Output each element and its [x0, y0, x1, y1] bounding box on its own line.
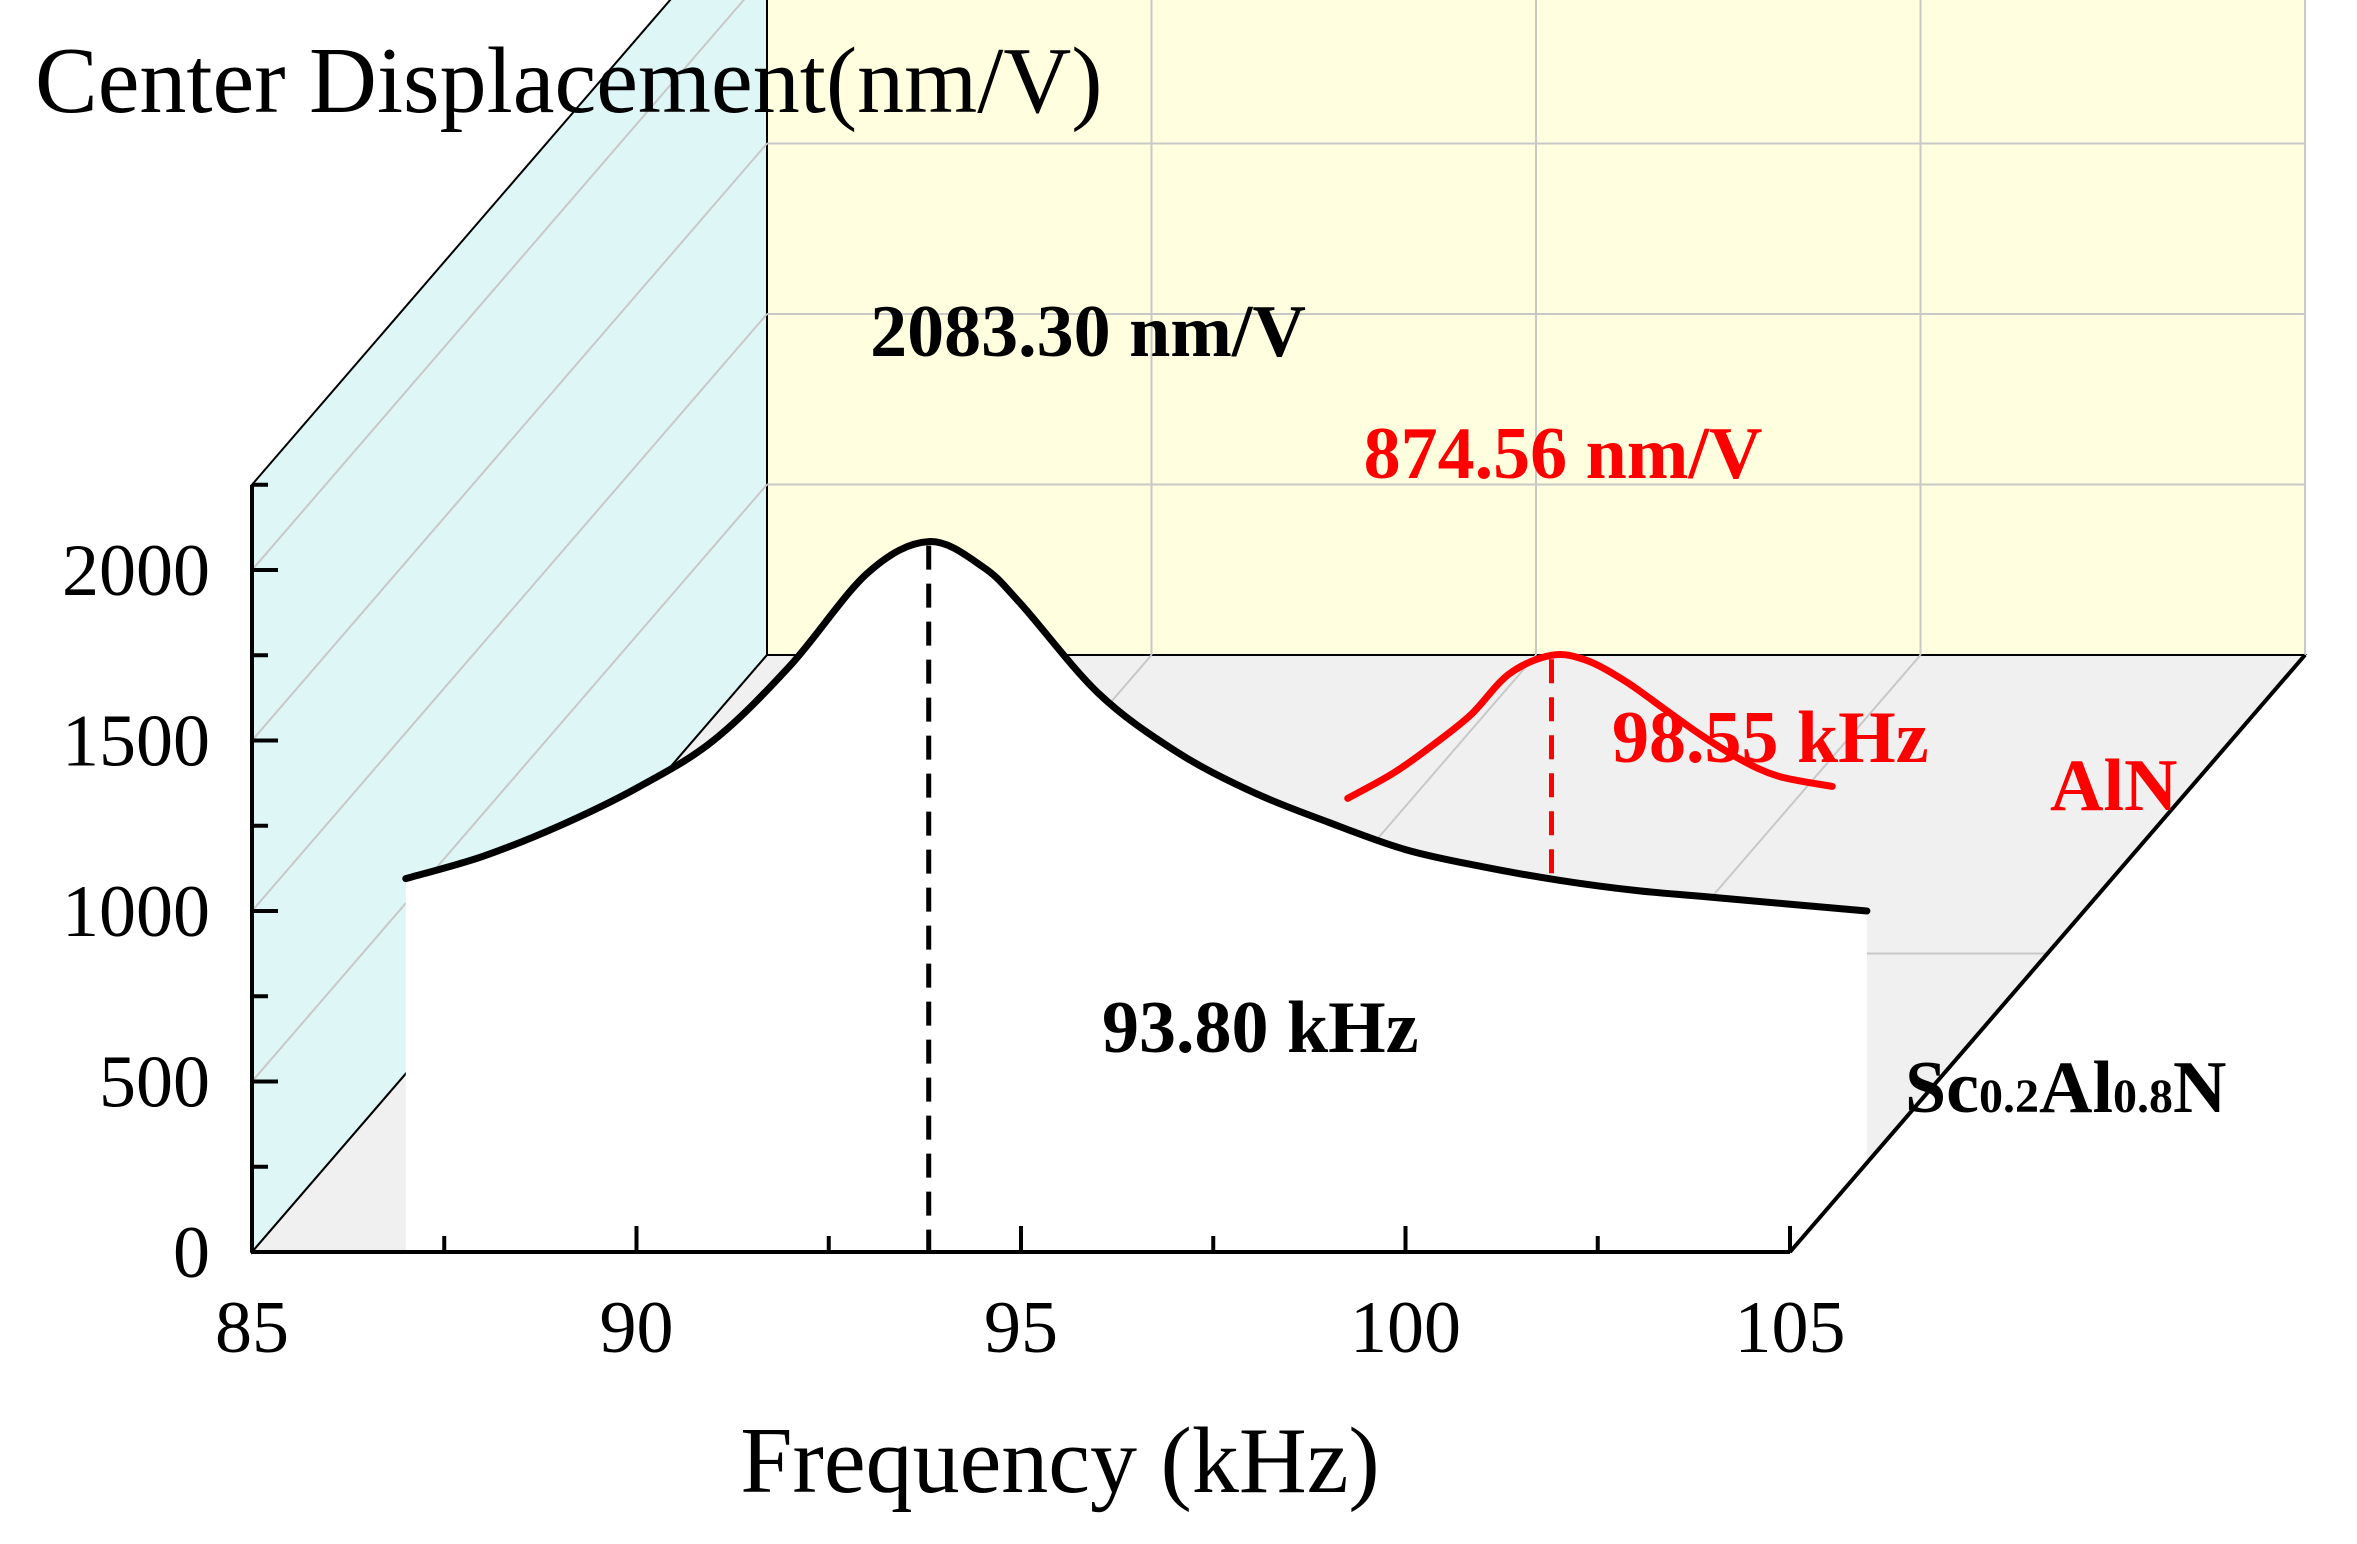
grid-line-left-wall-2000 [251, 0, 746, 571]
series-black-legend-part-2: Al [2039, 1047, 2113, 1129]
series-black-legend-label: Sc0.2Al0.8N [1905, 1047, 2226, 1129]
x-tick-label-100: 100 [1350, 1287, 1461, 1369]
y-tick-label-0: 0 [173, 1212, 210, 1294]
series-black-legend-part-3: N [2173, 1047, 2226, 1129]
chart-axes: 85 90 95 100 105 0 500 1000 1500 2000 [62, 482, 2307, 1369]
series-black-peak-value-label: 2083.30 nm/V [870, 291, 1306, 373]
y-tick-label-2000: 2000 [62, 530, 210, 612]
x-tick-label-85: 85 [215, 1287, 289, 1369]
x-axis-label: Frequency (kHz) [740, 1409, 1379, 1513]
series-red-legend-label: AlN [2050, 745, 2177, 827]
chart-title: Center Displacement(nm/V) [35, 29, 1103, 133]
series-red-line [1344, 651, 1836, 802]
series-black-legend-sub-1: 0.2 [1979, 1070, 2039, 1123]
series-red-peak-freq-label: 98.55 kHz [1612, 697, 1929, 779]
grid-line-left-wall-1000 [251, 313, 768, 912]
x-tick-label-90: 90 [600, 1287, 674, 1369]
series-black-line [402, 538, 1871, 915]
y-tick-label-1500: 1500 [62, 701, 210, 783]
series-red-peak-value-label: 874.56 nm/V [1364, 413, 1763, 495]
series-black-legend-sub-2: 0.8 [2113, 1070, 2173, 1123]
series-black-legend-part-1: Sc [1905, 1047, 1979, 1129]
y-tick-label-1000: 1000 [62, 871, 210, 953]
series-black-peak-freq-label: 93.80 kHz [1102, 987, 1419, 1069]
grid-line-left-wall-500 [251, 483, 768, 1083]
floor-right-edge [1788, 653, 2307, 1254]
x-tick-label-105: 105 [1735, 1287, 1846, 1369]
chart-labels: Center Displacement(nm/V) Frequency (kHz… [35, 29, 2226, 1513]
x-tick-label-95: 95 [984, 1287, 1058, 1369]
y-tick-label-500: 500 [99, 1042, 210, 1124]
series-black-fill [405, 541, 1867, 1252]
grid-line-left-wall-1500 [251, 142, 768, 742]
chart-series-layer [402, 538, 1871, 1252]
